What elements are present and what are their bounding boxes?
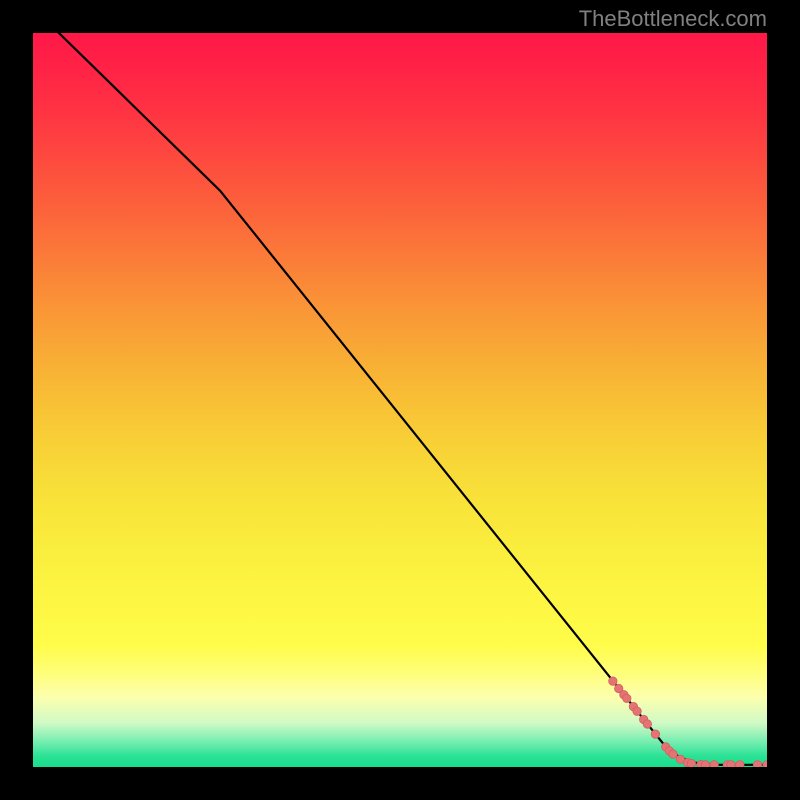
plot-area [33,33,767,767]
watermark-text: TheBottleneck.com [579,6,767,32]
chart-root: TheBottleneck.com [0,0,800,800]
plot-svg [33,33,767,767]
data-marker [609,677,617,685]
data-marker [727,761,735,767]
data-marker [753,761,761,767]
gradient-background [33,33,767,767]
data-marker [633,707,641,715]
data-marker [651,730,659,738]
data-marker [687,759,695,767]
data-marker [669,750,677,758]
data-marker [701,761,709,767]
data-marker [710,761,718,767]
data-marker [643,720,651,728]
data-marker [623,694,631,702]
data-marker [736,761,744,767]
